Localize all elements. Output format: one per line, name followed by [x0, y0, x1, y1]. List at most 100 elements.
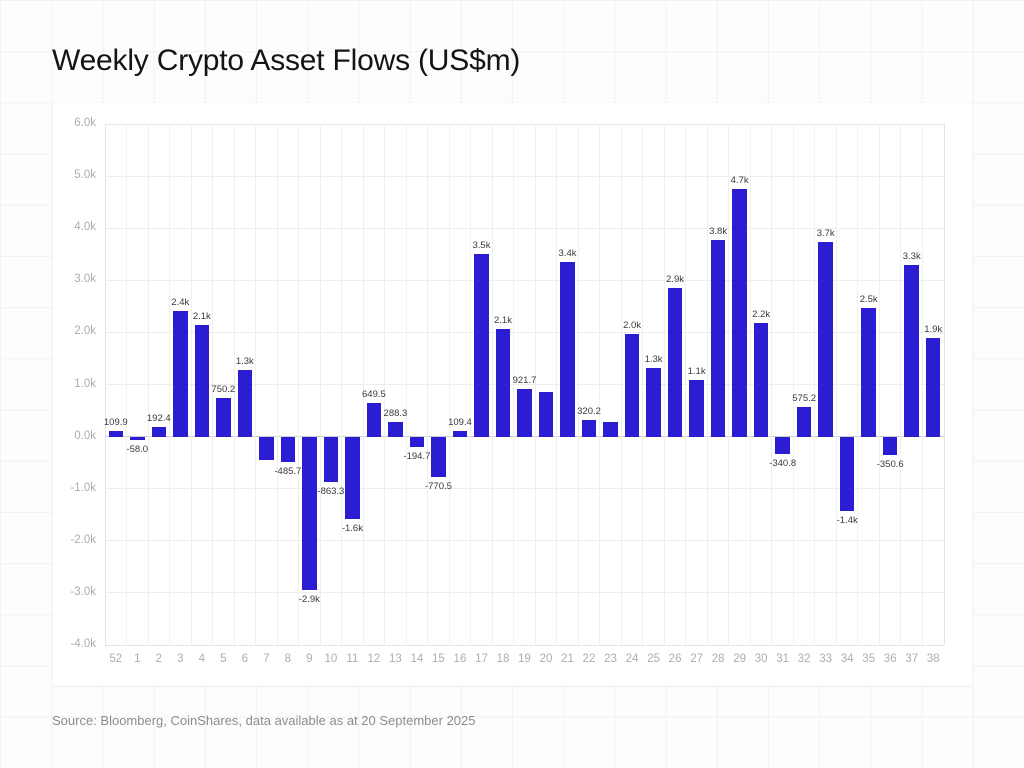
bar-value-label: 109.9 [103, 416, 128, 428]
bar-week-14 [409, 436, 425, 447]
gridline-h [105, 592, 944, 594]
y-axis-tick-label: 0.0k [74, 429, 96, 442]
bar-week-10 [323, 436, 339, 482]
bar-value-label: 2.5k [859, 293, 878, 305]
gridline-v [728, 124, 730, 645]
y-axis-tick-label: -3.0k [70, 585, 96, 598]
bar-value-label: -770.5 [424, 480, 452, 492]
bar-value-label: -1.6k [341, 523, 363, 535]
gridline-v [878, 124, 880, 645]
bar-value-label: 649.5 [362, 388, 386, 400]
y-axis-tick-label: 4.0k [74, 221, 96, 234]
x-axis-tick-label: 31 [776, 653, 790, 665]
gridline-v [405, 124, 407, 645]
gridline-v [212, 124, 214, 645]
bar-value-label: 3.7k [816, 228, 835, 240]
bar-week-15 [431, 436, 446, 477]
bar-value-label: 2.4k [171, 296, 190, 308]
gridline-v [943, 124, 945, 645]
bar-week-33 [818, 242, 833, 437]
gridline-v [599, 124, 601, 645]
zero-line [105, 436, 944, 438]
gridline-v [900, 124, 902, 645]
gridline-v [620, 124, 622, 645]
x-axis-tick-label: 24 [625, 653, 639, 665]
bar-value-label: 288.3 [383, 407, 408, 419]
gridline-v [814, 124, 816, 645]
gridline-v [169, 124, 171, 645]
gridline-v [470, 124, 472, 645]
bar-week-25 [646, 367, 661, 437]
gridline-v [556, 124, 558, 645]
bar-week-36 [882, 436, 898, 455]
bar-week-30 [753, 323, 769, 437]
bar-week-5 [216, 397, 231, 437]
gridline-v [255, 124, 257, 645]
bar-value-label: 921.7 [512, 374, 537, 386]
bar-value-label: -350.6 [876, 458, 904, 470]
x-axis-tick-label: 6 [241, 653, 249, 665]
bar-week-23 [603, 422, 618, 437]
y-axis-tick-label: -4.0k [70, 638, 96, 650]
chart-title: Weekly Crypto Asset Flows (US$m) [52, 44, 521, 77]
bar-week-37 [904, 265, 919, 437]
gridline-h [105, 331, 944, 333]
x-axis-tick-label: 9 [306, 653, 313, 665]
gridline-v [792, 124, 794, 645]
gridline-v [276, 124, 278, 645]
bar-value-label: 2.1k [192, 311, 211, 323]
bar-value-label: 3.5k [472, 240, 491, 252]
gridline-v [491, 124, 493, 645]
bar-week-3 [173, 310, 188, 437]
x-axis-tick-label: 16 [453, 653, 467, 665]
bar-value-label: -485.7 [274, 465, 302, 477]
x-axis-tick-label: 34 [840, 653, 854, 665]
gridline-h [105, 123, 944, 125]
x-axis-tick-label: 35 [862, 653, 876, 665]
gridline-h [105, 279, 944, 281]
x-axis-tick-label: 15 [432, 653, 445, 665]
gridline-v [147, 124, 149, 645]
x-axis-tick-label: 30 [754, 653, 768, 665]
bar-value-label: 4.7k [730, 175, 749, 187]
x-axis-tick-label: 10 [324, 653, 338, 665]
x-axis-tick-label: 52 [109, 653, 123, 665]
bar-week-27 [689, 379, 704, 437]
bar-value-label: -194.7 [403, 450, 431, 462]
x-axis-tick-label: 21 [561, 653, 574, 665]
bar-week-26 [667, 287, 683, 437]
y-axis-tick-label: 6.0k [74, 117, 96, 129]
x-axis-tick-label: 1 [134, 653, 141, 665]
bar-week-21 [560, 262, 575, 437]
gridline-v [427, 124, 429, 645]
gridline-v [319, 124, 321, 645]
gridline-v [362, 124, 364, 645]
bar-value-label: 3.8k [709, 225, 728, 237]
bar-week-31 [775, 436, 790, 455]
gridline-v [771, 124, 773, 645]
bar-week-52 [108, 430, 123, 437]
x-axis-tick-label: 4 [198, 653, 205, 665]
x-axis-tick-label: 12 [367, 653, 381, 665]
bar-value-label: 2.1k [494, 315, 512, 327]
bar-value-label: 1.1k [687, 365, 706, 377]
x-axis-tick-label: 28 [711, 653, 725, 665]
bar-value-label: -58.0 [126, 443, 149, 455]
bar-value-label: 3.4k [558, 248, 577, 260]
x-axis-tick-label: 26 [668, 653, 682, 665]
x-axis-tick-label: 33 [819, 653, 833, 665]
gridline-h [105, 540, 944, 542]
bar-value-label: 1.9k [924, 323, 943, 335]
gridline-v [298, 124, 300, 645]
bar-week-28 [710, 239, 726, 437]
x-axis-tick-label: 37 [905, 653, 919, 665]
gridline-h [105, 488, 944, 490]
bar-value-label: 2.0k [623, 319, 642, 331]
gridline-v [384, 124, 386, 645]
y-axis-tick-label: 1.0k [74, 377, 96, 390]
x-axis-tick-label: 32 [797, 653, 811, 665]
bar-week-13 [388, 421, 403, 437]
bar-week-8 [280, 436, 296, 462]
plot-area: 6.0k 5.0k 4.0k 3.0k 2.0k 1.0k 0.0k -1.0k -2.0k -3… [70, 117, 945, 665]
gridline-v [126, 124, 127, 645]
